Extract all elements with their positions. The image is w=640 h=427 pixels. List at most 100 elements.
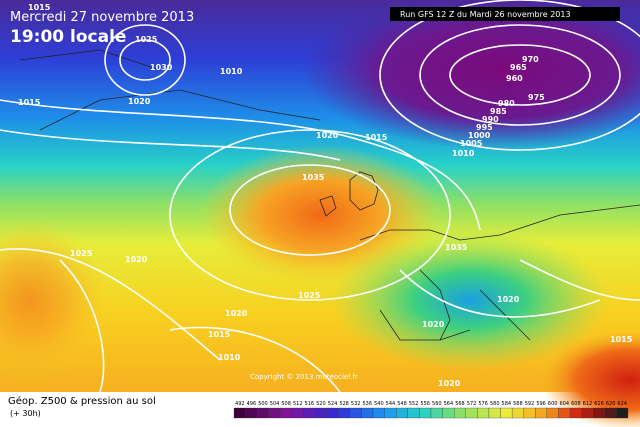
colorbar-label: 492 [235, 401, 245, 407]
colorbar-cell [523, 407, 536, 419]
colorbar-cell [558, 407, 571, 419]
colorbar-label: 600 [548, 401, 558, 407]
colorbar-label: 584 [502, 401, 512, 407]
colorbar-cell [326, 407, 339, 419]
colorbar-label: 528 [339, 401, 349, 407]
isobar-label: 1020 [422, 320, 445, 329]
colorbar-label: 512 [293, 401, 303, 407]
colorbar-label: 520 [316, 401, 326, 407]
colorbar-cell [616, 407, 629, 419]
colorbar-label: 532 [351, 401, 361, 407]
isobar-label: 1015 [365, 133, 388, 142]
colorbar-cell [465, 407, 478, 419]
isobar-label: 1020 [497, 295, 520, 304]
isobar-label: 960 [506, 74, 523, 83]
colorbar-label: 580 [490, 401, 500, 407]
forecast-date: Mercredi 27 novembre 2013 [10, 10, 194, 25]
colorbar-cell [604, 407, 617, 419]
colorbar-cell [500, 407, 513, 419]
copyright: Copyright © 2013 meteociel.fr [250, 373, 358, 381]
isobar-label: 1035 [445, 243, 468, 252]
colorbar-cell [257, 407, 269, 419]
colorbar-cell [454, 407, 466, 419]
colorbar-label: 620 [606, 401, 616, 407]
colorbar-cell [407, 407, 420, 419]
isobar-labels: 1015 1025 1030 1020 1010 1015 970 965 96… [18, 3, 633, 388]
colorbar-cell [396, 407, 408, 419]
colorbar-cell [291, 407, 304, 419]
isobar-label: 1020 [125, 255, 148, 264]
isobar-label: 1015 [28, 3, 51, 12]
colorbar-cell [361, 407, 374, 419]
colorbar-cell [245, 407, 258, 419]
forecast-time: 19:00 locale [10, 27, 126, 47]
colorbar-cell [419, 407, 432, 419]
colorbar-cell [303, 407, 316, 419]
colorbar-cell [535, 407, 548, 419]
isobar-label: 1010 [220, 67, 243, 76]
isobar-label: 1020 [225, 309, 248, 318]
isobar-label: 1010 [452, 149, 475, 158]
colorbar-label: 616 [594, 401, 604, 407]
colorbar-label: 500 [258, 401, 268, 407]
isobar-label: 1030 [150, 63, 173, 72]
isobar-label: 1025 [135, 35, 158, 44]
colorbar-label: 564 [444, 401, 454, 407]
colorbar-label: 576 [478, 401, 488, 407]
footer-lead: (+ 30h) [10, 409, 41, 418]
colorbar-label: 624 [617, 401, 627, 407]
run-box [390, 7, 620, 21]
colorbar-label: 516 [305, 401, 315, 407]
colorbar-cell [268, 407, 281, 419]
colorbar-label: 608 [571, 401, 581, 407]
run-info: Run GFS 12 Z du Mardi 26 novembre 2013 [400, 10, 571, 19]
colorbar-label: 604 [559, 401, 569, 407]
colorbar-label: 560 [432, 401, 442, 407]
colorbar-cell [488, 407, 501, 419]
isobar-label: 1015 [18, 98, 41, 107]
isobar-label: 1020 [316, 131, 339, 140]
colorbar-label: 556 [420, 401, 430, 407]
colorbar-label: 536 [362, 401, 372, 407]
colorbar-cell [442, 407, 455, 419]
colorbar-cell [430, 407, 443, 419]
colorbar-label: 588 [513, 401, 523, 407]
colorbar-cell [314, 407, 327, 419]
colorbar-label: 544 [386, 401, 396, 407]
isobar-label: 1015 [208, 330, 231, 339]
colorbar-label: 548 [397, 401, 407, 407]
isobar-label: 965 [510, 63, 527, 72]
colorbar-cell [338, 407, 351, 419]
isobar-label: 990 [482, 115, 499, 124]
colorbar-cell [477, 407, 490, 419]
colorbar-label: 572 [467, 401, 477, 407]
colorbar-cell [280, 407, 293, 419]
colorbar-cell [593, 407, 605, 419]
colorbar-label: 524 [328, 401, 338, 407]
isobar-label: 1015 [610, 335, 633, 344]
isobar-label: 1000 [468, 131, 491, 140]
colorbar-label: 568 [455, 401, 465, 407]
colorbar-label: 612 [583, 401, 593, 407]
colorbar-label: 540 [374, 401, 384, 407]
isobar-label: 995 [476, 123, 493, 132]
colorbar-cell [233, 407, 246, 419]
isobar-label: 980 [498, 99, 515, 108]
colorbar-label: 508 [281, 401, 291, 407]
colorbar-label: 592 [525, 401, 535, 407]
colorbar-cell [372, 407, 385, 419]
colorbar-label: 596 [536, 401, 546, 407]
isobar-label: 1025 [298, 291, 321, 300]
isobar-label: 1025 [70, 249, 93, 258]
colorbar-cell [581, 407, 594, 419]
colorbar: 492 496 500 504 508 512 516 520 524 528 532 536 540 5… [233, 401, 629, 419]
colorbar-cell [384, 407, 397, 419]
isobar-label: 1020 [438, 379, 461, 388]
isobar-label: 1035 [302, 173, 325, 182]
colorbar-label: 504 [270, 401, 280, 407]
colorbar-cell [569, 407, 582, 419]
isobar-label: 975 [528, 93, 545, 102]
isobars [0, 0, 640, 392]
footer-title: Géop. Z500 & pression au sol [8, 395, 156, 407]
